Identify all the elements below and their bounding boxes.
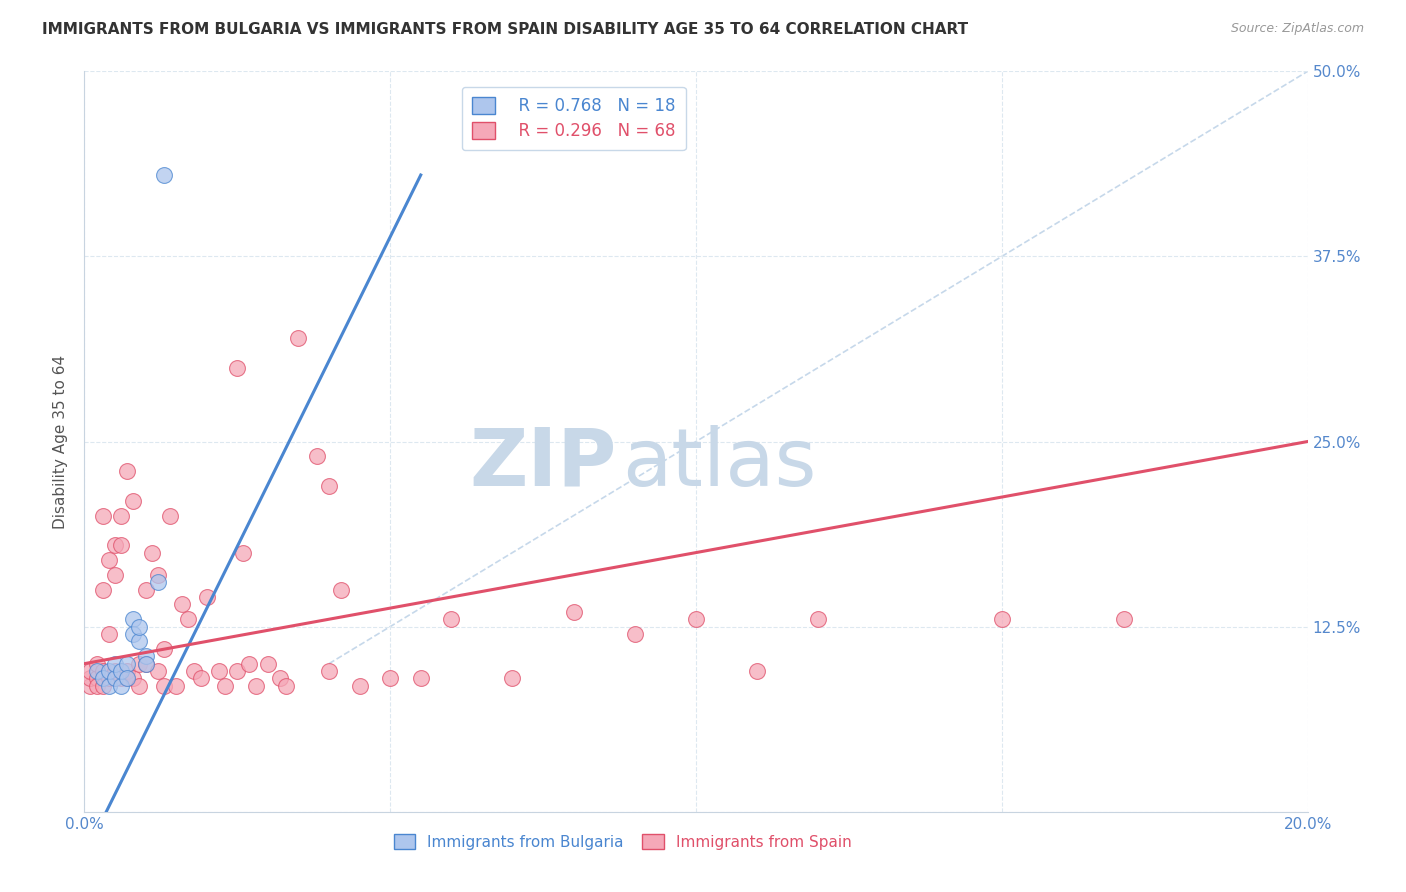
Point [190, 672, 212, 686]
Point [245, 679, 267, 693]
Point [165, 679, 187, 693]
Point [440, 612, 463, 626]
Point [97, 664, 120, 678]
Point [624, 627, 647, 641]
Point [104, 672, 127, 686]
Point [330, 582, 353, 597]
Point [122, 612, 145, 626]
Point [305, 450, 328, 464]
Point [195, 590, 218, 604]
Point [97, 553, 120, 567]
Point [183, 664, 205, 678]
Point [153, 168, 176, 182]
Point [318, 664, 340, 678]
Point [91, 664, 114, 678]
Point [86, 672, 108, 686]
Point [318, 479, 340, 493]
Point [104, 672, 127, 686]
Point [502, 672, 524, 686]
Point [91, 508, 114, 523]
Point [562, 605, 585, 619]
Point [79, 664, 101, 678]
Point [86, 664, 108, 678]
Point [122, 493, 145, 508]
Point [991, 612, 1014, 626]
Point [115, 464, 138, 478]
Point [79, 672, 101, 686]
Point [122, 627, 145, 641]
Point [276, 679, 298, 693]
Point [110, 672, 132, 686]
Point [226, 360, 249, 375]
Point [128, 634, 150, 648]
Point [104, 664, 127, 678]
Point [226, 664, 249, 678]
Point [747, 664, 769, 678]
Point [135, 657, 157, 671]
Point [86, 679, 108, 693]
Point [153, 679, 176, 693]
Point [115, 664, 138, 678]
Legend: Immigrants from Bulgaria, Immigrants from Spain: Immigrants from Bulgaria, Immigrants fro… [388, 828, 858, 856]
Point [1114, 612, 1136, 626]
Point [232, 546, 254, 560]
Text: atlas: atlas [623, 425, 817, 503]
Point [91, 679, 114, 693]
Point [79, 679, 101, 693]
Point [135, 582, 157, 597]
Point [115, 672, 138, 686]
Point [177, 612, 200, 626]
Point [110, 508, 132, 523]
Point [115, 657, 138, 671]
Point [97, 627, 120, 641]
Point [146, 575, 169, 590]
Point [128, 679, 150, 693]
Point [409, 672, 432, 686]
Point [153, 641, 176, 656]
Point [685, 612, 707, 626]
Point [214, 679, 236, 693]
Point [110, 664, 132, 678]
Point [128, 657, 150, 671]
Point [238, 657, 260, 671]
Point [115, 672, 138, 686]
Point [807, 612, 830, 626]
Text: Source: ZipAtlas.com: Source: ZipAtlas.com [1230, 22, 1364, 36]
Point [172, 598, 194, 612]
Point [97, 672, 120, 686]
Point [257, 657, 280, 671]
Point [110, 679, 132, 693]
Y-axis label: Disability Age 35 to 64: Disability Age 35 to 64 [53, 354, 69, 529]
Text: IMMIGRANTS FROM BULGARIA VS IMMIGRANTS FROM SPAIN DISABILITY AGE 35 TO 64 CORREL: IMMIGRANTS FROM BULGARIA VS IMMIGRANTS F… [42, 22, 969, 37]
Point [91, 582, 114, 597]
Point [135, 649, 157, 664]
Text: ZIP: ZIP [470, 425, 616, 503]
Point [141, 546, 163, 560]
Point [349, 679, 371, 693]
Point [122, 672, 145, 686]
Point [287, 331, 309, 345]
Point [110, 538, 132, 552]
Point [128, 619, 150, 633]
Point [104, 657, 127, 671]
Point [104, 538, 127, 552]
Point [104, 567, 127, 582]
Point [208, 664, 231, 678]
Point [146, 664, 169, 678]
Point [159, 508, 181, 523]
Point [269, 672, 291, 686]
Point [91, 672, 114, 686]
Point [135, 657, 157, 671]
Point [86, 657, 108, 671]
Point [146, 567, 169, 582]
Point [97, 679, 120, 693]
Point [380, 672, 402, 686]
